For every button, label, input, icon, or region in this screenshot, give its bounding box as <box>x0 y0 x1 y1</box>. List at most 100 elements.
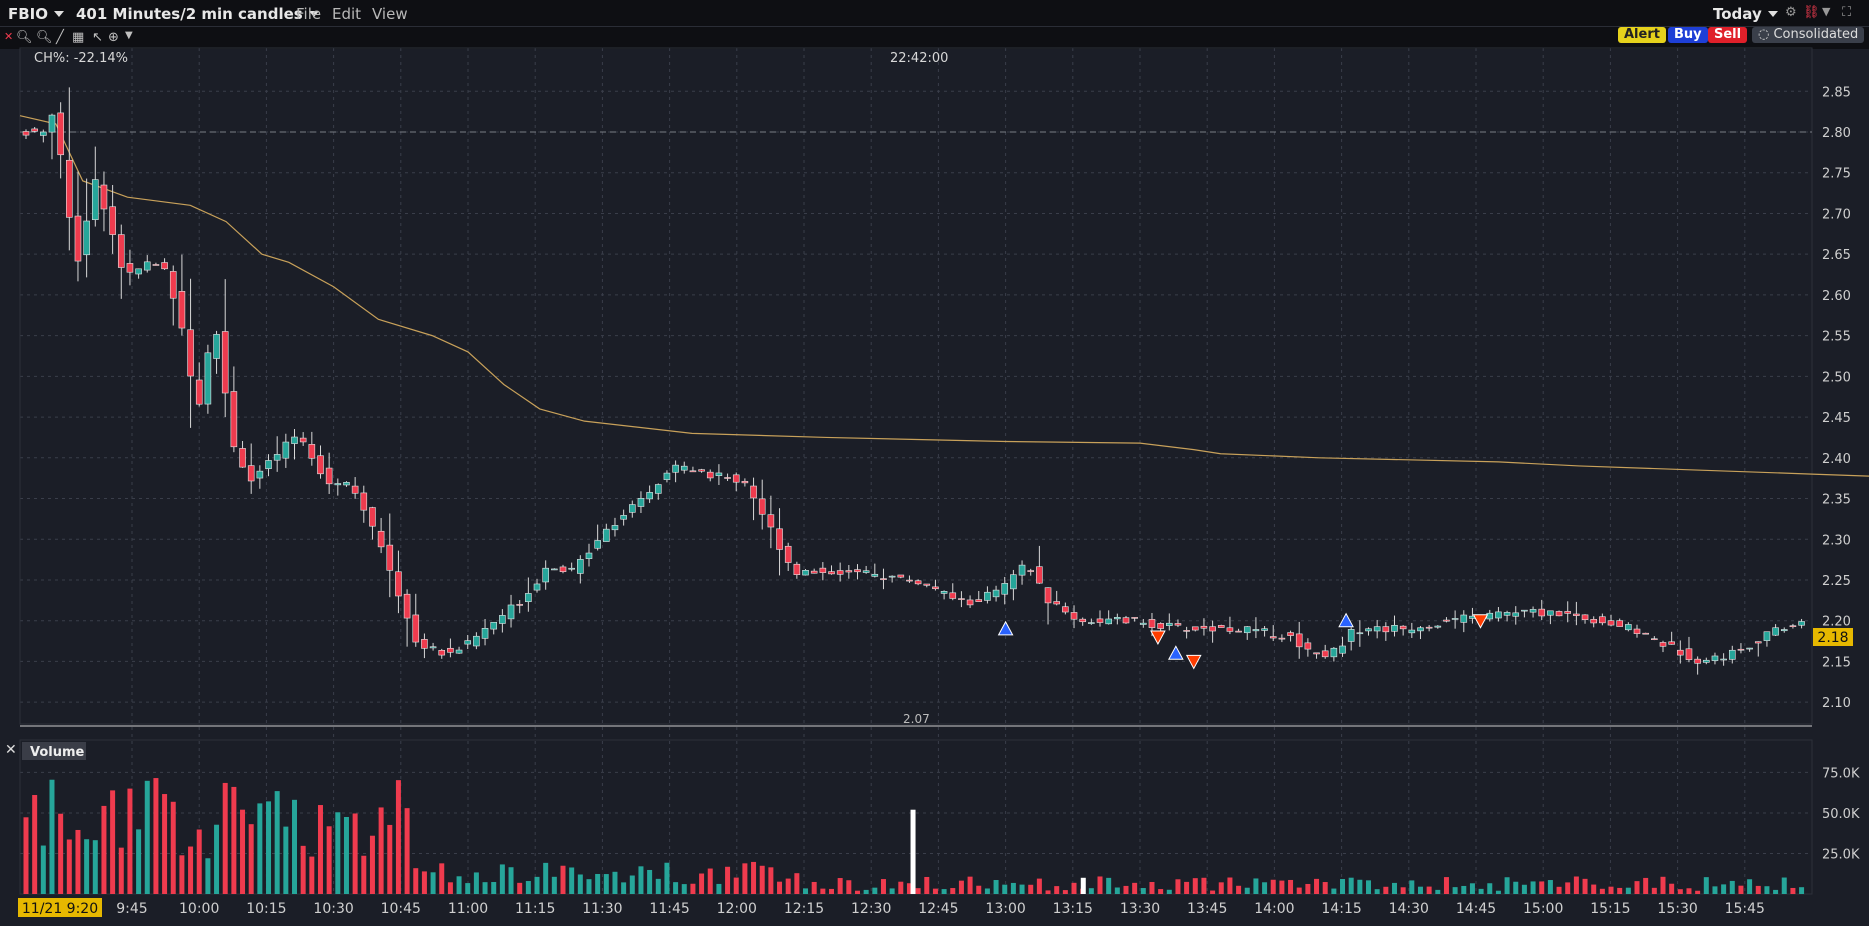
candle <box>1235 630 1242 633</box>
sell-marker[interactable] <box>1150 630 1166 646</box>
candle <box>1131 617 1138 619</box>
consolidated-toggle[interactable]: ◌ Consolidated <box>1752 27 1865 43</box>
volume-bar <box>1625 887 1631 894</box>
buy-button[interactable]: Buy <box>1668 27 1708 43</box>
close-volume-icon[interactable]: ✕ <box>5 742 17 758</box>
volume-bar <box>1747 879 1753 894</box>
range-selector[interactable]: Today <box>1713 5 1778 23</box>
candle <box>117 234 125 268</box>
cursor-icon[interactable]: ↖ <box>92 30 103 45</box>
sell-button[interactable]: Sell <box>1708 27 1748 43</box>
candle <box>672 464 679 473</box>
volume-bar <box>1123 885 1129 894</box>
grid-icon[interactable]: ▦ <box>72 30 85 45</box>
expand-icon[interactable]: ⛶ <box>1842 5 1852 20</box>
volume-bar <box>266 801 272 894</box>
volume-bar <box>560 865 566 894</box>
menu-edit[interactable]: Edit <box>332 5 362 23</box>
candle <box>1547 610 1554 616</box>
volume-bar <box>1565 882 1571 894</box>
candle <box>377 530 385 548</box>
time-tick-label: 12:45 <box>918 901 958 917</box>
volume-bar <box>707 868 713 894</box>
volume-bar <box>958 880 964 894</box>
range-label: Today <box>1713 5 1762 23</box>
candle <box>1243 626 1251 634</box>
alert-button[interactable]: Alert <box>1618 27 1666 43</box>
symbol-selector[interactable]: FBIO <box>8 5 65 23</box>
candle <box>369 507 376 527</box>
volume-bar <box>430 872 436 894</box>
candle <box>1434 625 1442 628</box>
time-tick-label: 15:30 <box>1657 901 1697 917</box>
volume-panel-tab <box>22 742 86 760</box>
candle <box>187 329 194 377</box>
candle <box>1763 631 1771 641</box>
link-icon[interactable]: ⛓ <box>1803 5 1820 20</box>
volume-bar <box>880 879 886 894</box>
volume-bar <box>404 808 410 894</box>
volume-bar <box>629 875 635 894</box>
candle <box>1711 655 1719 661</box>
candle <box>83 220 90 256</box>
buy-marker[interactable] <box>1168 645 1184 660</box>
trendline-icon[interactable]: ╱ <box>56 30 64 45</box>
volume-bar <box>803 888 809 894</box>
volume-bar <box>1262 882 1268 894</box>
sell-marker[interactable] <box>1185 654 1202 670</box>
candle <box>810 570 818 574</box>
volume-bar <box>751 861 757 894</box>
candle <box>1079 618 1086 623</box>
candle <box>516 604 523 606</box>
buy-marker[interactable] <box>1338 612 1354 628</box>
volume-bar <box>439 863 445 894</box>
time-tick-label: 15:15 <box>1590 901 1630 917</box>
period-selector[interactable]: 401 Minutes/2 min candles <box>76 5 319 23</box>
menu-view[interactable]: View <box>372 5 408 23</box>
candle <box>732 474 740 483</box>
candle <box>1737 648 1745 651</box>
candle <box>758 498 766 515</box>
time-tick-label: 13:45 <box>1187 901 1227 917</box>
volume-bars <box>23 778 1805 894</box>
candle <box>880 578 887 580</box>
volume-bar <box>1374 889 1380 894</box>
candle <box>1443 619 1450 622</box>
chevron-down-icon[interactable]: ▼ <box>125 30 133 41</box>
time-tick-label: 10:00 <box>179 901 219 917</box>
volume-bar <box>300 845 306 894</box>
candle <box>1183 630 1190 632</box>
volume-bar <box>1331 888 1337 894</box>
candle <box>325 467 333 485</box>
sell-marker[interactable] <box>1472 614 1489 629</box>
volume-bar <box>482 882 488 894</box>
candle <box>1659 642 1667 647</box>
volume-bar <box>1340 879 1346 894</box>
volume-bar <box>214 824 220 894</box>
buy-marker[interactable] <box>997 620 1014 636</box>
candle <box>568 567 575 570</box>
close-icon[interactable]: ✕ <box>4 30 14 43</box>
candle <box>291 436 298 444</box>
candle <box>100 184 108 210</box>
price-tick-label: 2.80 <box>1822 126 1851 141</box>
volume-bar <box>1478 888 1484 894</box>
volume-bar <box>655 878 661 894</box>
menu-file[interactable]: File <box>296 5 322 23</box>
zoom-out-icon[interactable]: 🔍︎ <box>36 30 53 45</box>
dropdown-icon[interactable]: ▼ <box>1822 5 1831 18</box>
volume-bar <box>1729 880 1735 894</box>
volume-bar <box>777 881 783 894</box>
volume-bar <box>1547 880 1553 894</box>
volume-bar <box>898 881 904 894</box>
crosshair-icon[interactable]: ⊕ <box>108 30 119 45</box>
candle <box>308 444 316 459</box>
settings-icon[interactable]: ⚙ <box>1785 5 1797 20</box>
volume-bar <box>1348 877 1354 894</box>
volume-bar <box>395 780 401 894</box>
candle <box>360 492 368 511</box>
candle <box>750 485 757 499</box>
candle <box>654 484 662 494</box>
zoom-in-icon[interactable]: 🔍︎ <box>16 30 33 45</box>
